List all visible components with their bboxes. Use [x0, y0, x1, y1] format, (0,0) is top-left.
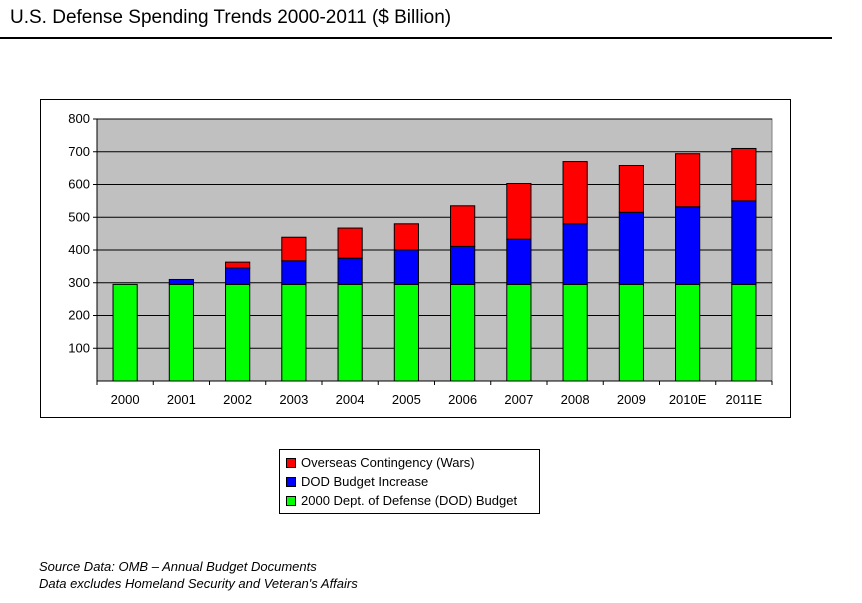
- bar-2004-series-2: [337, 227, 363, 259]
- bar-2002-series-1: [225, 267, 251, 285]
- legend-label-base: 2000 Dept. of Defense (DOD) Budget: [301, 493, 518, 508]
- bar-2001-series-1: [168, 278, 194, 285]
- chart-frame: 100 200 300 400 500 600 700 800 2000 2001 2002 2003…: [40, 99, 791, 418]
- bar-2004-series-1: [337, 257, 363, 285]
- bar-2010E-series-0: [675, 283, 701, 382]
- bar-2003-series-1: [281, 260, 307, 285]
- bar-2011E-series-0: [731, 283, 757, 382]
- bar-2004-series-0: [337, 283, 363, 382]
- y-tick-label-500: 500: [68, 209, 90, 224]
- y-tick-label-800: 800: [68, 111, 90, 126]
- x-tick-label-2008: 2008: [561, 392, 590, 407]
- bar-2005-series-0: [393, 283, 419, 382]
- legend-swatch-base: [286, 495, 296, 506]
- bar-2009-series-0: [618, 283, 644, 382]
- x-tick-label-2011E: 2011E: [726, 392, 763, 407]
- footnote-exclusions: Data excludes Homeland Security and Vete…: [39, 576, 358, 591]
- bar-2009-series-1: [618, 211, 644, 285]
- bar-2006-series-1: [450, 245, 476, 285]
- bar-2003-series-2: [281, 236, 307, 262]
- bar-2011E-series-2: [731, 147, 757, 202]
- bar-2001-series-0: [168, 283, 194, 382]
- x-tick-label-2009: 2009: [617, 392, 646, 407]
- bar-2008-series-2: [562, 161, 588, 225]
- legend-swatch-increase: [286, 476, 296, 487]
- bar-2009-series-2: [618, 165, 644, 213]
- x-tick-label-2000: 2000: [111, 392, 140, 407]
- title-divider: [0, 37, 832, 39]
- x-tick-label-2006: 2006: [448, 392, 477, 407]
- y-tick-label-100: 100: [68, 340, 90, 355]
- bar-2005-series-1: [393, 249, 419, 285]
- bar-2011E-series-1: [731, 200, 757, 285]
- bar-2000-series-0: [112, 283, 138, 382]
- legend-label-wars: Overseas Contingency (Wars): [301, 455, 475, 470]
- bar-2010E-series-1: [675, 206, 701, 285]
- legend-item-base: 2000 Dept. of Defense (DOD) Budget: [286, 491, 533, 510]
- x-tick-label-2007: 2007: [504, 392, 533, 407]
- bar-2002-series-0: [225, 283, 251, 382]
- bar-2008-series-1: [562, 223, 588, 285]
- bar-2007-series-0: [506, 283, 532, 382]
- y-tick-label-300: 300: [68, 275, 90, 290]
- x-tick-label-2001: 2001: [167, 392, 196, 407]
- bar-2010E-series-2: [675, 153, 701, 208]
- x-tick-label-2003: 2003: [279, 392, 308, 407]
- chart-legend: Overseas Contingency (Wars) DOD Budget I…: [279, 449, 540, 514]
- bar-2005-series-2: [393, 223, 419, 251]
- y-tick-label-400: 400: [68, 242, 90, 257]
- y-tick-label-600: 600: [68, 177, 90, 192]
- bar-2008-series-0: [562, 283, 588, 382]
- legend-label-increase: DOD Budget Increase: [301, 474, 429, 489]
- x-tick-label-2004: 2004: [336, 392, 365, 407]
- bar-2002-series-2: [225, 261, 251, 269]
- legend-item-wars: Overseas Contingency (Wars): [286, 453, 533, 472]
- y-tick-label-700: 700: [68, 144, 90, 159]
- x-tick-label-2002: 2002: [223, 392, 252, 407]
- bar-2006-series-0: [450, 283, 476, 382]
- legend-item-increase: DOD Budget Increase: [286, 472, 533, 491]
- bar-2007-series-1: [506, 238, 532, 285]
- stacked-bar-chart: 100 200 300 400 500 600 700 800 2000 2001 2002 2003…: [68, 111, 773, 407]
- bar-2007-series-2: [506, 183, 532, 240]
- bar-2006-series-2: [450, 205, 476, 247]
- y-tick-label-200: 200: [68, 308, 90, 323]
- footnote: Source Data: OMB – Annual Budget Documen…: [39, 558, 358, 592]
- x-tick-label-2010E: 2010E: [669, 392, 707, 407]
- x-tick-label-2005: 2005: [392, 392, 421, 407]
- page-title: U.S. Defense Spending Trends 2000-2011 (…: [10, 7, 452, 28]
- footnote-source: Source Data: OMB – Annual Budget Documen…: [39, 559, 317, 574]
- bar-2003-series-0: [281, 283, 307, 382]
- legend-swatch-wars: [286, 457, 296, 468]
